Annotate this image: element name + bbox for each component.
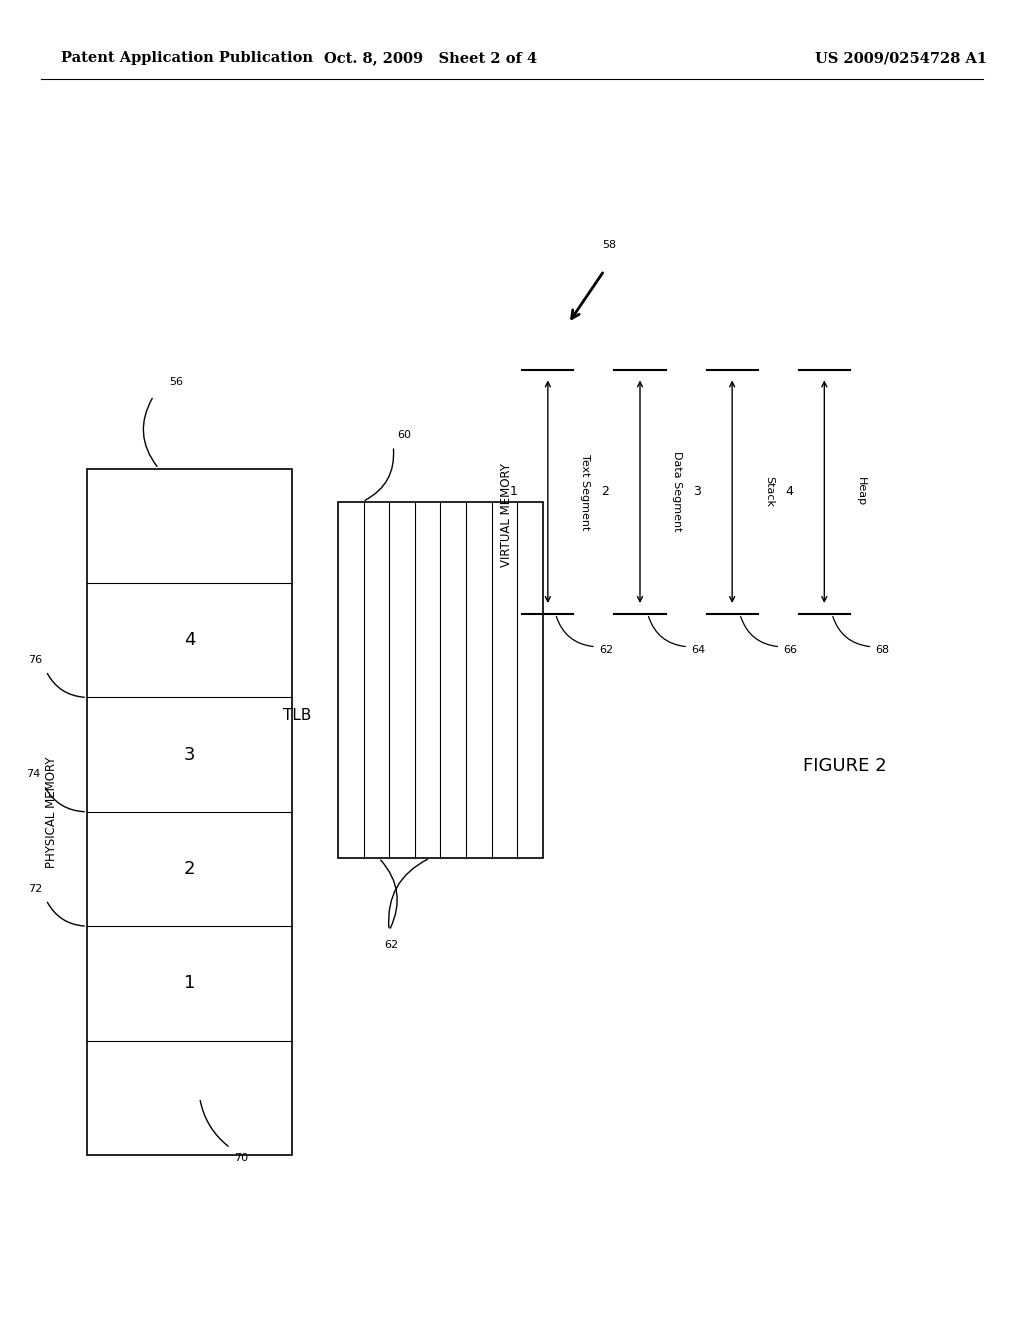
Text: 1: 1	[183, 974, 196, 993]
Text: Stack: Stack	[764, 477, 774, 507]
Text: Patent Application Publication: Patent Application Publication	[61, 51, 313, 65]
Text: 62: 62	[384, 940, 398, 950]
Bar	[87, 469, 292, 1155]
Bar	[338, 502, 543, 858]
Text: PHYSICAL MEMORY: PHYSICAL MEMORY	[45, 756, 57, 867]
Text: 4: 4	[183, 631, 196, 649]
Text: 72: 72	[28, 884, 42, 894]
Text: Data Segment: Data Segment	[672, 451, 682, 532]
Text: 64: 64	[691, 645, 706, 656]
Text: 68: 68	[876, 645, 890, 656]
Text: 4: 4	[785, 486, 794, 498]
Text: 2: 2	[183, 861, 196, 878]
Text: Text Segment: Text Segment	[580, 454, 590, 529]
Text: 74: 74	[26, 770, 40, 780]
Text: Heap: Heap	[856, 477, 866, 507]
Text: 76: 76	[28, 655, 42, 665]
Text: 70: 70	[234, 1154, 249, 1163]
Text: 1: 1	[509, 486, 517, 498]
Text: US 2009/0254728 A1: US 2009/0254728 A1	[815, 51, 987, 65]
Text: 56: 56	[169, 378, 183, 388]
Text: FIGURE 2: FIGURE 2	[803, 756, 887, 775]
Text: TLB: TLB	[283, 708, 311, 723]
Text: Oct. 8, 2009   Sheet 2 of 4: Oct. 8, 2009 Sheet 2 of 4	[324, 51, 537, 65]
Text: 3: 3	[183, 746, 196, 763]
Text: 66: 66	[783, 645, 798, 656]
Text: 3: 3	[693, 486, 701, 498]
Text: VIRTUAL MEMORY: VIRTUAL MEMORY	[501, 463, 513, 566]
Text: 58: 58	[602, 240, 616, 251]
Text: 62: 62	[599, 645, 613, 656]
Text: 60: 60	[397, 430, 412, 441]
Text: 2: 2	[601, 486, 609, 498]
